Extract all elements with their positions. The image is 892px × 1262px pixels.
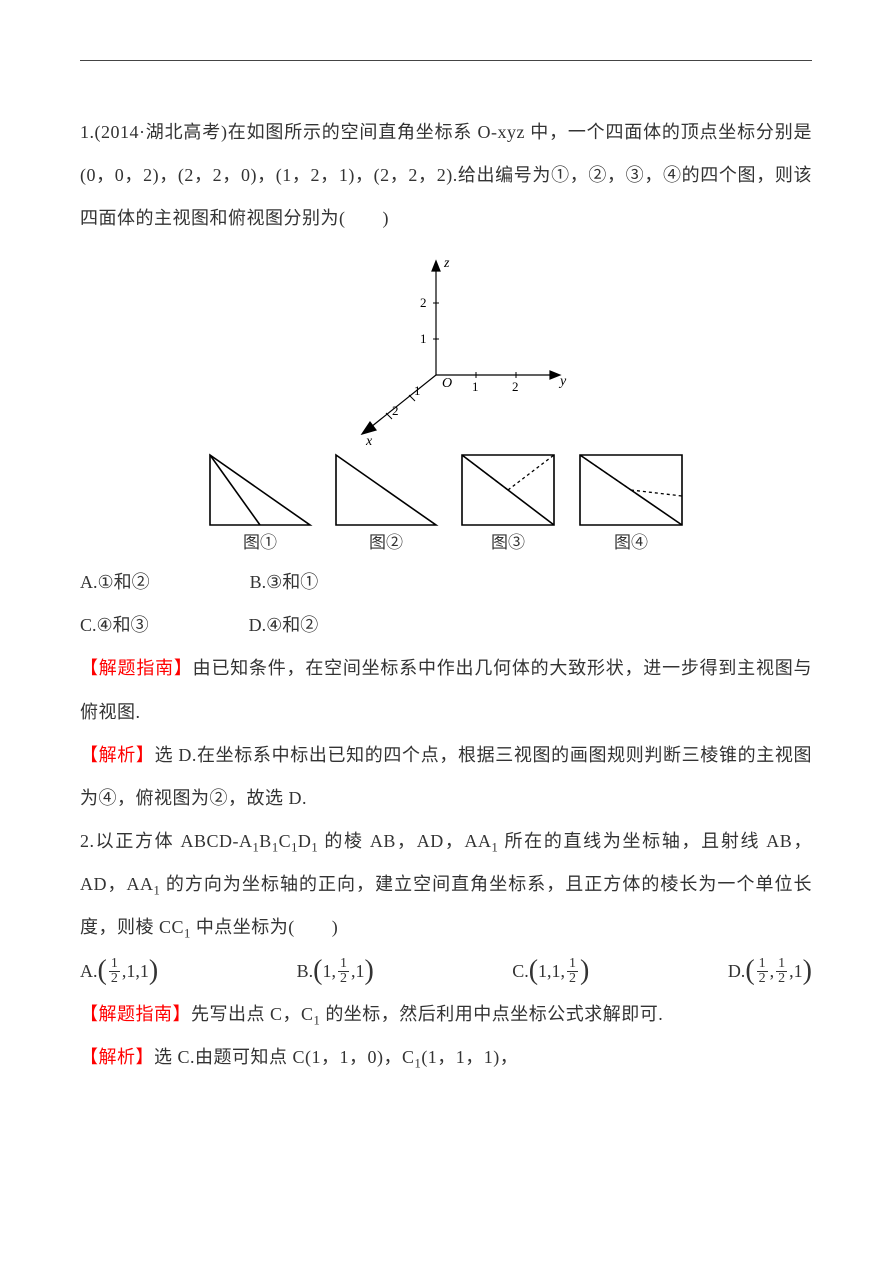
q2-sol-text2: (1，1，1)， (421, 1047, 518, 1067)
q1-figures: z y x O 1 2 1 2 1 2 图① (80, 255, 812, 553)
q1-hint: 【解题指南】由已知条件，在空间坐标系中作出几何体的大致形状，进一步得到主视图与俯… (80, 647, 812, 733)
q1-solution: 【解析】选 D.在坐标系中标出已知的四个点，根据三视图的画图规则判断三棱锥的主视… (80, 734, 812, 820)
x-label: x (365, 434, 373, 445)
q2-l1d: D (298, 831, 312, 851)
x-tick-2: 2 (392, 403, 399, 418)
subfig-3-svg (458, 451, 558, 529)
subfig-2: 图② (332, 451, 440, 553)
q2-hint-text: 先写出点 C，C (191, 1004, 314, 1024)
q1-opt-c: C.④和③ (80, 604, 149, 647)
y-label: y (558, 374, 567, 389)
q2-l2a: AD，AA (80, 874, 154, 894)
subfig-2-label: 图② (369, 533, 403, 553)
q2-opt-c: C. (1,1,12) (512, 950, 589, 993)
subfig-4-label: 图④ (614, 533, 648, 553)
z-tick-1: 1 (420, 331, 427, 346)
q2-hint: 【解题指南】先写出点 C，C1 的坐标，然后利用中点坐标公式求解即可. (80, 993, 812, 1036)
q2-opt-b: B. (1,12,1) (297, 950, 374, 993)
q2-opt-c-pre: C. (512, 950, 529, 993)
subfig-3: 图③ (458, 451, 558, 553)
q1-opt-d: D.④和② (249, 604, 319, 647)
q2-opt-d-pre: D. (728, 950, 746, 993)
q2-opt-a: A. (12,1,1) (80, 950, 158, 993)
q2-solution: 【解析】选 C.由题可知点 C(1，1，0)，C1(1，1，1)， (80, 1036, 812, 1079)
q2-stem: 2.以正方体 ABCD-A1B1C1D1 的棱 AB，AD，AA1 所在的直线为… (80, 820, 812, 950)
q2-opt-a-pre: A. (80, 950, 98, 993)
y-tick-2: 2 (512, 379, 519, 394)
q2-l1b: B (259, 831, 272, 851)
q2-l2c: 中点坐标为( ) (191, 917, 339, 937)
q1-opt-a: A.①和② (80, 561, 150, 604)
q1-sol-text: 选 D.在坐标系中标出已知的四个点，根据三视图的画图规则判断三棱锥的主视图为④，… (80, 745, 812, 808)
subfig-4-svg (576, 451, 686, 529)
q2-l1e: 的棱 AB，AD，AA (318, 831, 491, 851)
subfigs-row: 图① 图② 图③ 图④ (206, 451, 686, 553)
z-label: z (443, 256, 450, 271)
origin-label: O (442, 376, 452, 391)
q2-hint-label: 【解题指南】 (80, 1004, 191, 1024)
q1-options-row1: A.①和② B.③和① (80, 561, 812, 604)
q2-l1c: C (279, 831, 292, 851)
subfig-1: 图① (206, 451, 314, 553)
q2-hint-text2: 的坐标，然后利用中点坐标公式求解即可. (320, 1004, 663, 1024)
axes-3d: z y x O 1 2 1 2 1 2 (316, 255, 576, 445)
q2-sol-text: 选 C.由题可知点 C(1，1，0)，C (154, 1047, 415, 1067)
subfig-1-svg (206, 451, 314, 529)
subfig-2-svg (332, 451, 440, 529)
subfig-1-label: 图① (243, 533, 277, 553)
q1-options-row2: C.④和③ D.④和② (80, 604, 812, 647)
q2-options: A. (12,1,1) B. (1,12,1) C. (1,1,12) D. (… (80, 950, 812, 993)
q2-l1f: 所在的直线为坐标轴，且射线 AB， (498, 831, 812, 851)
q1-opt-b: B.③和① (250, 561, 319, 604)
subfig-4: 图④ (576, 451, 686, 553)
x-tick-1: 1 (414, 383, 421, 398)
q2-opt-b-pre: B. (297, 950, 314, 993)
q1-stem: 1.(2014·湖北高考)在如图所示的空间直角坐标系 O-xyz 中，一个四面体… (80, 111, 812, 241)
top-rule (80, 60, 812, 61)
subfig-3-label: 图③ (491, 533, 525, 553)
q2-sol-label: 【解析】 (80, 1047, 154, 1067)
q2-opt-d: D. (12,12,1) (728, 950, 812, 993)
y-tick-1: 1 (472, 379, 479, 394)
z-tick-2: 2 (420, 295, 427, 310)
q1-hint-label: 【解题指南】 (80, 658, 193, 678)
q2-l1a: 2.以正方体 ABCD-A (80, 831, 253, 851)
q1-sol-label: 【解析】 (80, 745, 155, 765)
